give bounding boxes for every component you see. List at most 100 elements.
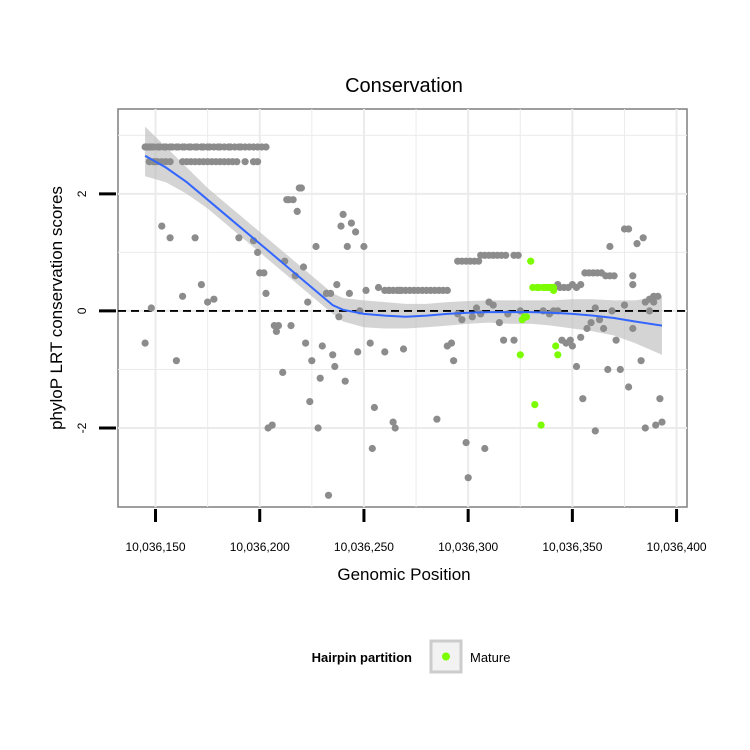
- data-point: [368, 444, 376, 453]
- x-axis-title: Genomic Position: [337, 565, 470, 584]
- data-point: [354, 348, 362, 356]
- mature-data-point: [550, 286, 558, 294]
- data-point: [650, 292, 658, 300]
- data-point: [316, 374, 324, 382]
- data-point: [274, 322, 283, 330]
- data-point: [462, 439, 470, 447]
- data-point: [600, 324, 608, 333]
- data-point: [447, 339, 456, 347]
- data-point: [625, 225, 633, 233]
- data-point: [604, 365, 612, 374]
- data-point: [262, 143, 270, 151]
- data-point: [347, 219, 355, 227]
- data-point: [335, 313, 343, 321]
- data-point: [289, 196, 297, 204]
- data-point: [620, 301, 629, 309]
- data-point: [502, 251, 510, 259]
- smooth-trend-line: [144, 154, 663, 327]
- data-point: [489, 301, 497, 309]
- data-point: [179, 292, 187, 300]
- data-point: [399, 345, 408, 353]
- data-point: [514, 251, 522, 259]
- mature-data-point: [531, 401, 539, 409]
- y-axis-title: phyloP LRT conservation scores: [47, 186, 66, 430]
- data-point: [652, 421, 660, 429]
- data-point: [606, 242, 614, 251]
- data-point: [314, 424, 322, 432]
- data-point: [260, 269, 268, 277]
- data-point: [629, 324, 637, 333]
- data-point: [475, 257, 483, 265]
- data-point: [343, 242, 351, 251]
- data-point: [583, 324, 591, 333]
- data-point: [366, 339, 374, 347]
- data-point: [639, 234, 647, 242]
- confidence-band: [145, 126, 663, 355]
- x-tick-label: 10,036,300: [438, 540, 498, 554]
- data-point: [360, 242, 368, 251]
- smooth-line-layer: [144, 154, 663, 327]
- x-tick-label: 10,036,150: [125, 540, 185, 554]
- data-point: [381, 348, 389, 356]
- data-point: [481, 444, 489, 453]
- data-point: [318, 342, 326, 350]
- data-point: [329, 351, 337, 359]
- data-point: [612, 336, 620, 344]
- data-point: [204, 298, 212, 306]
- data-point: [472, 304, 481, 312]
- data-point: [166, 158, 174, 166]
- data-point: [197, 281, 205, 289]
- data-point: [629, 272, 637, 280]
- data-point: [235, 234, 243, 242]
- x-axis: 10,036,150 10,036,200 10,036,250 10,036,300…: [125, 509, 707, 554]
- y-tick-label: -2: [75, 422, 89, 433]
- data-point: [629, 281, 637, 289]
- data-point: [324, 491, 333, 499]
- data-point: [656, 395, 664, 403]
- data-point: [293, 207, 301, 215]
- data-point: [312, 242, 320, 251]
- data-point: [233, 158, 241, 166]
- data-point: [352, 228, 360, 236]
- data-point: [191, 234, 199, 242]
- data-point: [362, 286, 370, 294]
- data-point: [306, 398, 314, 406]
- data-point: [331, 362, 339, 371]
- data-point: [566, 336, 574, 344]
- data-point: [370, 403, 378, 412]
- data-point: [658, 418, 666, 426]
- x-tick-label: 10,036,350: [542, 540, 602, 554]
- data-point: [577, 281, 585, 289]
- data-point: [568, 342, 577, 350]
- data-point: [327, 289, 335, 297]
- chart-title: Conservation: [345, 75, 463, 97]
- x-tick-label: 10,036,200: [230, 540, 290, 554]
- data-point: [633, 240, 641, 248]
- data-point: [210, 295, 218, 303]
- data-point: [450, 357, 458, 365]
- data-point: [608, 307, 616, 315]
- data-point: [389, 418, 397, 426]
- data-point: [595, 316, 604, 324]
- data-point: [464, 474, 472, 482]
- data-point: [302, 339, 310, 347]
- legend-key-box: [429, 639, 463, 674]
- data-point: [391, 424, 399, 432]
- legend-key-mature-icon: [442, 652, 450, 661]
- y-tick-label: 2: [75, 190, 89, 197]
- data-point: [158, 222, 166, 230]
- data-point: [337, 222, 345, 230]
- data-point: [374, 283, 383, 292]
- data-point: [341, 377, 349, 385]
- data-point: [254, 158, 262, 166]
- data-point: [147, 304, 155, 312]
- data-point: [443, 286, 451, 294]
- data-point: [516, 307, 524, 315]
- data-point: [468, 313, 476, 321]
- mature-data-point: [552, 342, 560, 350]
- data-point: [339, 210, 347, 218]
- data-point: [172, 357, 180, 365]
- data-point: [345, 289, 353, 297]
